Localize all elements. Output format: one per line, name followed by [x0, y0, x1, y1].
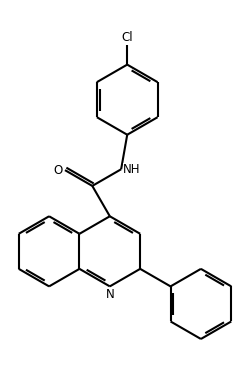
Text: N: N	[106, 288, 114, 301]
Text: O: O	[54, 164, 63, 177]
Text: Cl: Cl	[122, 31, 133, 44]
Text: NH: NH	[123, 163, 140, 176]
